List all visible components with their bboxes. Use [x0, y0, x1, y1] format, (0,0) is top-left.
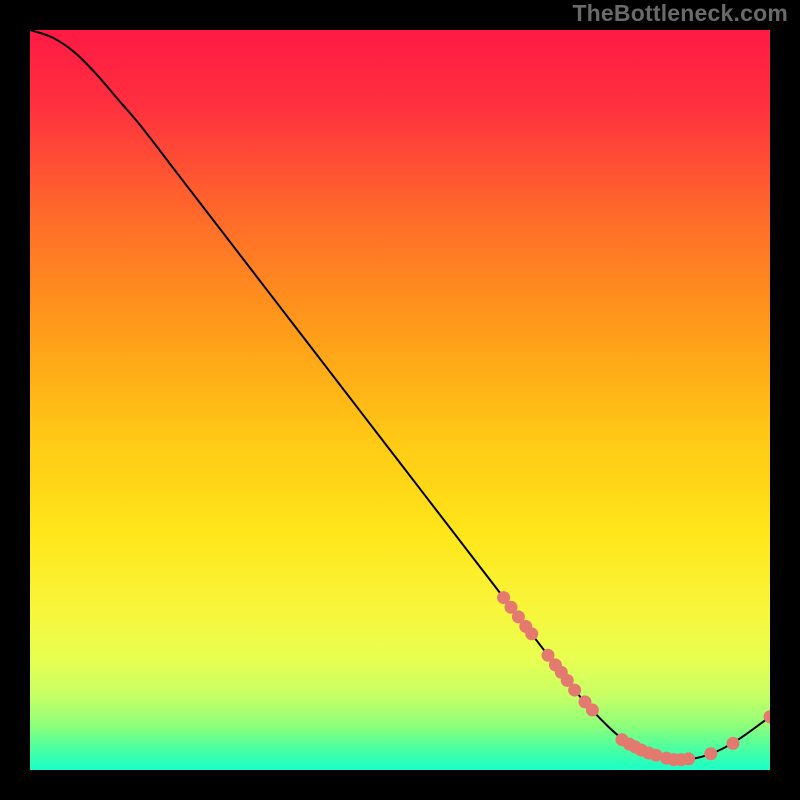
data-marker: [705, 748, 717, 760]
chart-background: [30, 30, 770, 770]
data-marker: [526, 628, 538, 640]
chart-container: [30, 30, 770, 770]
data-marker: [586, 704, 598, 716]
bottleneck-chart: [30, 30, 770, 770]
data-marker: [727, 737, 739, 749]
watermark-text: TheBottleneck.com: [572, 0, 788, 27]
data-marker: [683, 753, 695, 765]
data-marker: [569, 684, 581, 696]
